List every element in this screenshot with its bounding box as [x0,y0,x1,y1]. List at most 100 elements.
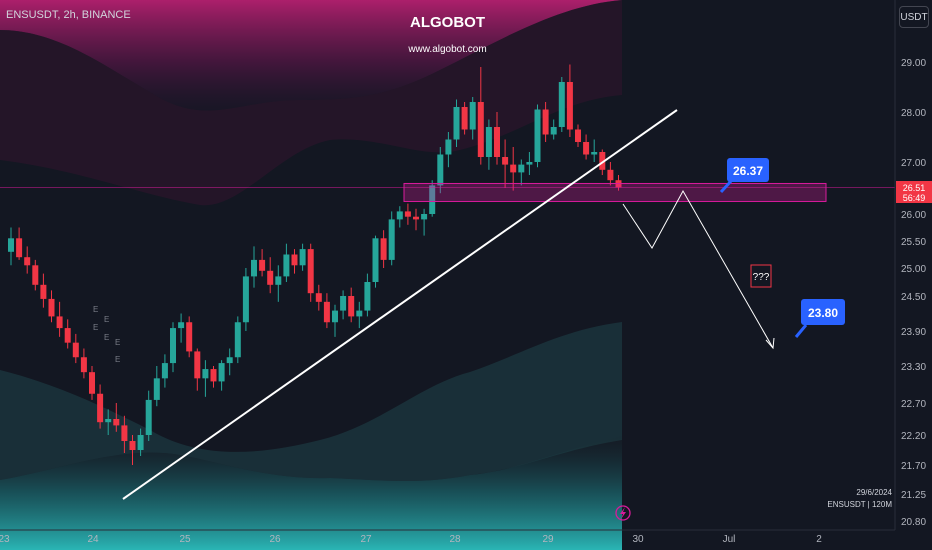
candle-body [591,152,598,155]
exit-marker: E [104,333,109,342]
last-price-label: 26.51 [903,183,926,193]
price-tick-label: 25.50 [901,237,926,248]
brand-url: www.algobot.com [408,44,487,55]
candle-body [607,169,614,181]
candle-body [113,419,120,426]
exit-marker: E [93,305,98,314]
time-tick-label: 2 [816,534,822,545]
candle-body [186,322,193,352]
exit-marker: E [115,355,120,364]
exit-marker: E [93,323,98,332]
candle-body [89,372,95,394]
candle-body [97,393,104,423]
candle-body [64,328,71,343]
countdown-label: 56:49 [903,193,926,203]
candle-body [307,249,314,294]
lightning-bolt-icon [620,507,626,519]
candle-body [437,154,444,186]
price-tick-label: 23.90 [901,327,926,338]
footer-ticker: ENSUSDT | 120M [827,500,892,509]
target-callout-label: 23.80 [808,306,838,320]
candle-body [356,310,363,317]
candle-body [469,102,476,130]
last-price-badge [896,181,932,203]
candle-body [72,342,79,358]
candle-body [80,357,87,373]
candle-body [315,293,322,302]
candle-body [396,211,403,220]
candle-body [48,298,55,317]
price-tick-label: 22.70 [901,399,926,410]
candle-body [161,363,168,379]
candle-body [583,142,590,155]
time-tick-label: 25 [179,534,191,545]
time-tick-label: 27 [360,534,372,545]
price-tick-label: 29.00 [901,58,926,69]
candle-body [404,211,411,217]
candle-body [461,107,468,130]
candle-body [429,185,436,214]
candle-body [542,109,549,135]
footer-stamp: 29/6/2024 ENSUSDT | 120M [827,487,892,511]
candle-body [267,270,274,285]
candle-body [566,82,573,130]
candle-body [283,254,290,277]
lower-band [0,436,622,550]
candle-body [477,102,484,157]
target-callout-box [801,299,845,325]
time-tick-label: 30 [632,534,644,545]
candle-body [56,316,63,329]
candle-body [16,238,23,258]
lightning-icon [615,505,631,521]
candle-body [137,435,144,450]
candle-body [526,162,533,165]
projection-path [622,189,774,349]
candle-body [40,284,47,299]
candle-body [251,259,257,277]
candle-body [153,378,160,400]
candle-body [494,127,500,157]
candle-body [550,127,557,135]
price-tick-label: 23.30 [901,362,926,373]
candle-body [348,296,355,317]
candle-body [575,129,581,142]
price-tick-label: 24.50 [901,292,926,303]
candle-body [170,328,176,364]
question-label: ??? [753,272,770,283]
candle-body [105,419,112,423]
resistance-zone [403,182,827,202]
candle-body [218,363,225,382]
candle-body [340,296,347,311]
candle-body [299,249,306,266]
candles-group [8,64,622,465]
price-tick-label: 26.00 [901,210,926,221]
target-callout-pointer [794,324,808,338]
candle-body [485,127,492,157]
candle-body [510,164,517,173]
upper-band [0,0,622,111]
candle-body [421,214,428,220]
upper-band-fade [0,0,622,206]
price-tick-label: 21.25 [901,490,926,501]
time-tick-label: 24 [87,534,99,545]
candle-body [518,164,525,173]
candle-body [226,357,233,364]
candle-body [413,216,419,220]
resistance-callout-label: 26.37 [733,164,763,178]
lower-band-fade [0,322,622,482]
candle-body [194,351,201,379]
time-tick-label: 28 [449,534,461,545]
candle-body [380,238,387,260]
resistance-callout-box [727,158,769,182]
candle-body [129,441,136,450]
currency-unit-button[interactable]: USDT [899,6,929,28]
time-tick-label: 29 [542,534,554,545]
candle-body [24,257,31,266]
candle-body [534,109,541,162]
price-tick-label: 25.00 [901,264,926,275]
price-tick-label: 21.70 [901,461,926,472]
candle-body [210,369,217,382]
exit-marker: E [104,315,109,324]
candle-body [234,322,241,358]
